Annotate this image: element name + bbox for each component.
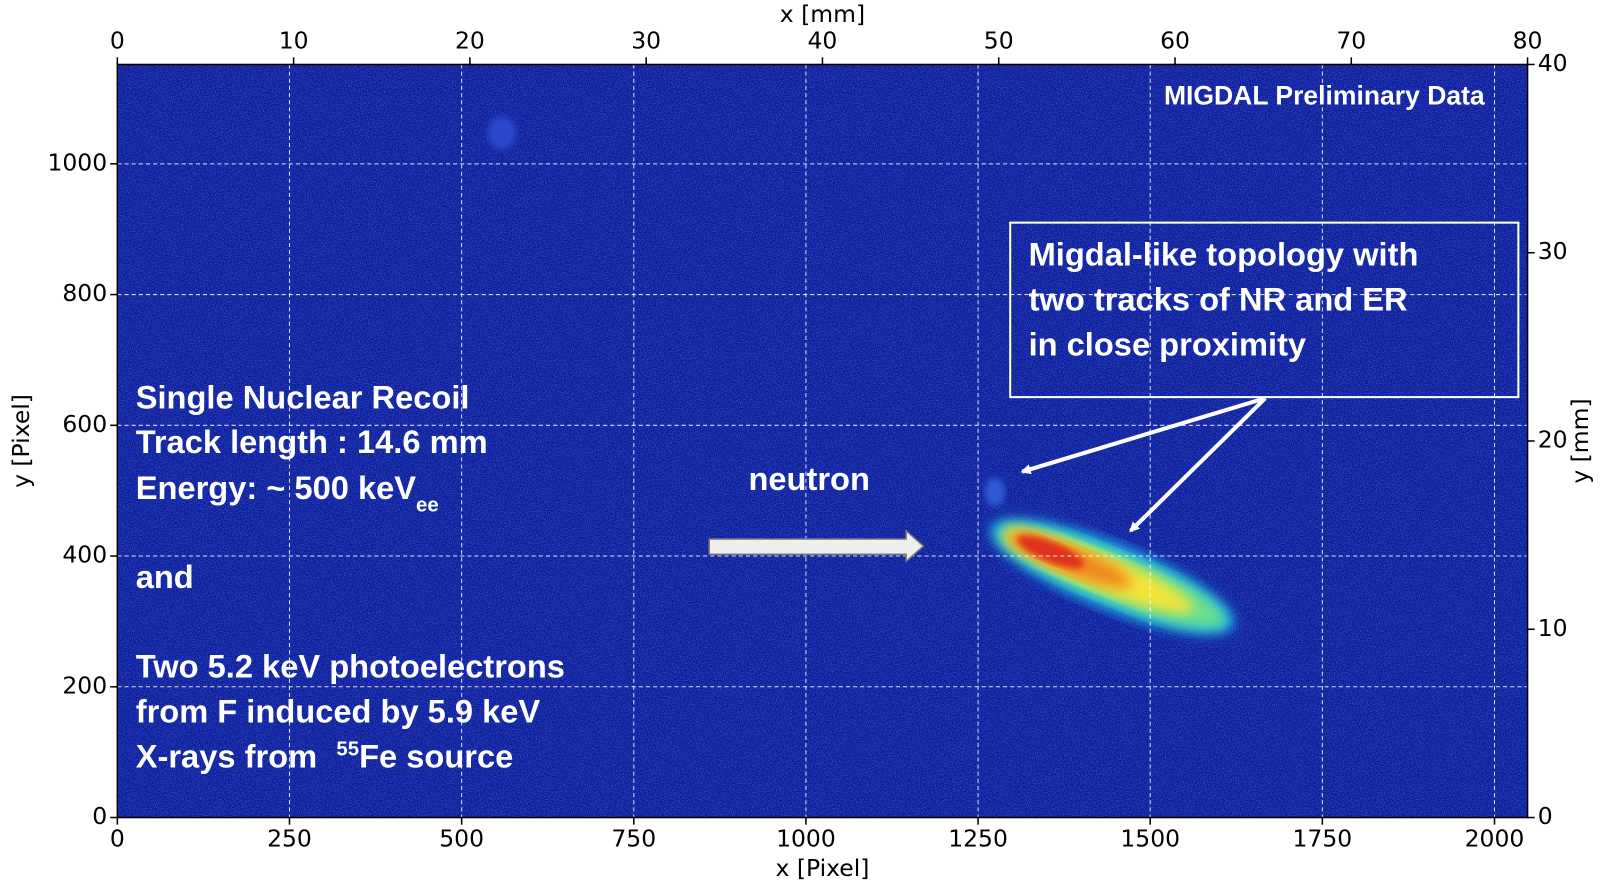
y-tick-label: 1000 — [47, 148, 107, 176]
x-tick-label: 1000 — [776, 824, 836, 852]
x2-tick-label: 30 — [631, 27, 661, 55]
x2-axis-title: x [mm] — [780, 0, 865, 28]
x-tick-label: 0 — [110, 824, 125, 852]
x-tick-label: 1750 — [1293, 824, 1353, 852]
y-tick-label: 400 — [62, 541, 107, 569]
annotation-line: and — [136, 558, 194, 595]
annotation-subscript: ee — [416, 494, 439, 516]
annotation-text: X-rays from — [136, 738, 326, 775]
y-axis-title: y [Pixel] — [7, 394, 35, 488]
annotation-text: Fe source — [359, 738, 513, 775]
x-tick-label: 500 — [439, 824, 484, 852]
y2-tick-label: 40 — [1538, 49, 1568, 77]
x-tick-label: 750 — [611, 824, 656, 852]
chart: 0250500750100012501500175020000200400600… — [0, 0, 1600, 882]
x2-tick-label: 20 — [455, 27, 485, 55]
annotation-superscript: 55 — [336, 738, 359, 760]
neutron-label: neutron — [748, 460, 869, 497]
x-tick-label: 2000 — [1465, 824, 1525, 852]
y-tick-label: 0 — [92, 802, 107, 830]
x2-tick-label: 10 — [279, 27, 309, 55]
annotation-line: in close proximity — [1029, 325, 1307, 362]
y2-axis-title: y [mm] — [1566, 398, 1594, 483]
y2-tick-label: 20 — [1538, 426, 1568, 454]
x2-tick-label: 50 — [984, 27, 1014, 55]
x-tick-label: 1250 — [948, 824, 1008, 852]
annotation-text: Energy: ~ 500 keV — [136, 469, 417, 506]
y-tick-label: 600 — [62, 410, 107, 438]
y-tick-label: 200 — [62, 671, 107, 699]
annotation-line: two tracks of NR and ER — [1029, 280, 1408, 317]
y2-tick-label: 30 — [1538, 237, 1568, 265]
watermark: MIGDAL Preliminary Data — [1164, 80, 1485, 110]
y2-tick-label: 0 — [1538, 802, 1553, 830]
x-tick-label: 250 — [267, 824, 312, 852]
annotation-line: Track length : 14.6 mm — [136, 423, 488, 460]
x2-tick-label: 0 — [110, 27, 125, 55]
x2-tick-label: 40 — [808, 27, 838, 55]
x-tick-label: 1500 — [1120, 824, 1180, 852]
annotation-line: Migdal-like topology with — [1029, 235, 1419, 272]
y-tick-label: 800 — [62, 279, 107, 307]
x-axis-title: x [Pixel] — [776, 854, 870, 882]
annotation-line: Two 5.2 keV photoelectrons — [136, 648, 565, 685]
annotation-line: from F induced by 5.9 keV — [136, 693, 541, 730]
annotation-line: Single Nuclear Recoil — [136, 378, 470, 415]
x2-tick-label: 60 — [1160, 27, 1190, 55]
annotation-line: X-rays from 55Fe source — [136, 738, 514, 775]
y2-tick-label: 10 — [1538, 614, 1568, 642]
x2-tick-label: 70 — [1336, 27, 1366, 55]
